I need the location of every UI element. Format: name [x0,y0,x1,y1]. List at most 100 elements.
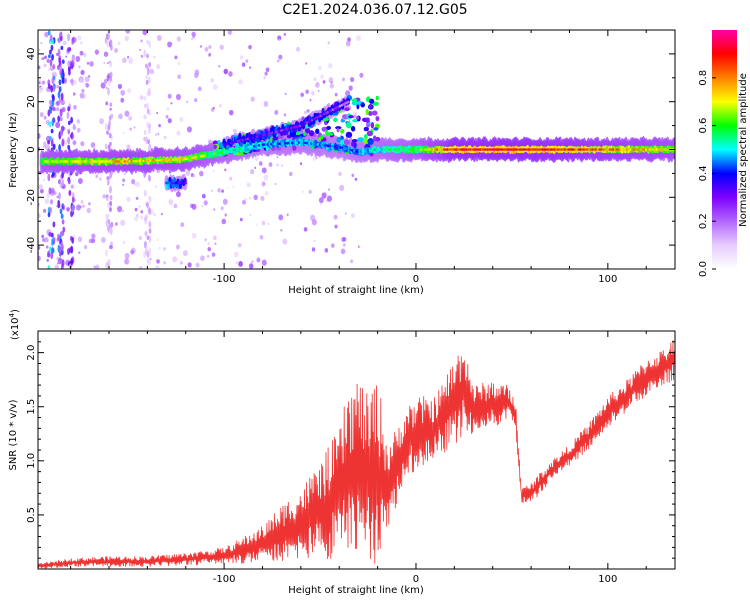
heatmap-speckle [165,114,169,119]
heatmap-blob [318,137,322,141]
heatmap-speckle [38,48,41,52]
heatmap-streak [49,206,52,214]
heatmap-speckle [160,212,163,216]
heatmap-speckle [172,256,178,263]
heatmap-speckle [312,156,317,161]
heatmap-speckle [127,88,132,94]
heatmap-speckle [55,100,60,106]
heatmap-speckle [282,238,288,245]
heatmap-speckle [80,200,84,204]
heatmap-speckle [167,93,172,99]
heatmap-speckle [258,161,263,166]
heatmap-speckle [224,213,228,217]
heatmap-speckle [329,83,335,89]
heatmap-speckle [218,64,221,68]
heatmap-speckle [339,184,345,191]
heatmap-streak [58,178,61,185]
heatmap-speckle [114,222,118,226]
heatmap-speckle [249,213,252,217]
heatmap-speckle [139,95,144,100]
heatmap-speckle [167,41,172,48]
heatmap-speckle [118,113,123,120]
heatmap-blob [217,139,221,144]
heatmap-streak [146,67,150,76]
heatmap-speckle [318,66,322,71]
heatmap-streak [67,137,70,145]
heatmap-speckle [84,76,90,83]
heatmap-speckle [305,89,309,94]
heatmap-streak [109,185,112,194]
heatmap-blob [336,136,341,143]
heatmap-streak [47,173,51,182]
heatmap-blob [375,115,380,122]
heatmap-speckle [350,259,354,264]
heatmap-speckle [57,258,63,265]
heatmap-streak [148,237,152,244]
heatmap-speckle [317,89,320,92]
heatmap-streak [48,246,52,253]
heatmap-blob [375,95,379,101]
heatmap-speckle [217,188,221,193]
snr-scale-base: (x10 [10,317,21,340]
heatmap-speckle [122,209,125,213]
heatmap-streak [147,139,151,145]
heatmap-speckle [207,246,211,252]
heatmap-speckle [155,133,158,137]
heatmap-speckle [56,107,60,112]
spectrogram-ticks: -100 0 100 -40 -20 0 20 40 [26,29,675,285]
heatmap-streak [61,205,65,210]
heatmap-speckle [70,184,74,189]
heatmap-speckle [78,251,81,255]
heatmap-speckle [340,248,346,255]
heatmap-speckle [222,198,228,205]
heatmap-speckle [274,110,279,115]
heatmap-speckle [76,119,80,124]
heatmap-streak [71,37,75,44]
heatmap-streak [48,54,51,59]
heatmap-speckle [128,115,133,121]
heatmap-blob [352,119,359,123]
heatmap-streak [67,128,71,135]
heatmap-speckle [86,207,91,214]
heatmap-speckle [42,238,46,242]
heatmap-streak [108,80,112,86]
heatmap-speckle [211,252,216,257]
heatmap-speckle [208,139,212,144]
heatmap-speckle [109,107,112,111]
heatmap-streak [109,141,112,147]
heatmap-speckle [277,59,280,63]
heatmap-streak [145,79,149,85]
heatmap-speckle [208,45,212,49]
heatmap-speckle [228,71,233,77]
heatmap-speckle [248,44,252,50]
heatmap-speckle [157,132,160,136]
heatmap-streak [47,30,51,36]
heatmap-speckle [42,80,46,85]
heatmap-speckle [156,111,159,115]
heatmap-streak [105,220,109,227]
heatmap-speckle [319,202,322,206]
heatmap-speckle [163,135,167,140]
colorbar: 0.0 0.2 0.4 0.6 0.8 Normalized spectral ampl… [698,30,749,277]
heatmap-speckle [76,127,81,133]
heatmap-speckle [334,224,338,229]
heatmap-streak [49,49,52,55]
heatmap-speckle [238,79,243,85]
heatmap-speckle [235,260,239,265]
heatmap-speckle [38,133,41,140]
spectrogram-ytick-label: -20 [26,189,37,205]
heatmap-speckle [228,109,234,116]
heatmap-speckle [204,47,209,52]
heatmap-speckle [143,114,147,120]
heatmap-streak [106,130,109,135]
heatmap-speckle [86,61,90,65]
heatmap-speckle [284,92,287,96]
heatmap-streak [110,113,114,119]
heatmap-streak [106,179,110,186]
heatmap-speckle [168,199,174,206]
heatmap-speckle [122,57,127,64]
svg-text:(x104): (x104) [8,309,21,340]
heatmap-speckle [328,188,330,191]
heatmap-speckle [256,257,261,263]
heatmap-speckle [48,68,50,71]
